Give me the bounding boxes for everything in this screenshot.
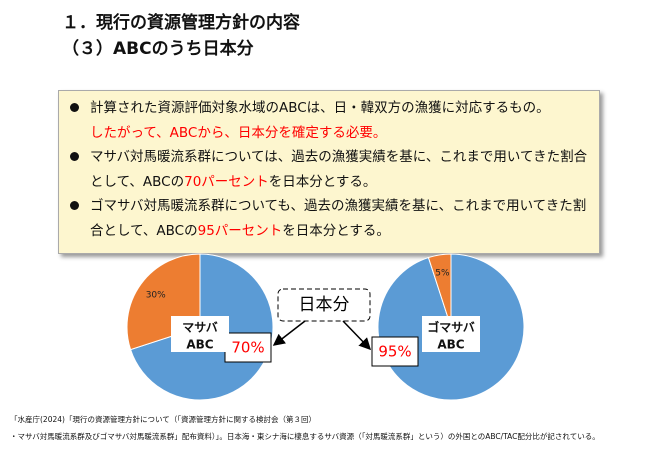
pie-name: ABC [437,338,464,352]
center-box [277,288,371,322]
arrow [272,320,306,346]
bullet: マサバ対馬暖流系群については、過去の漁獲実績を基に、これまで用いてきた割合として… [70,145,590,194]
bullet-list: 計算された資源評価対象水域のABCは、日・韓双方の漁獲に対応するもの。 したがって… [70,96,590,243]
name-box [171,316,229,352]
value-box [371,336,419,367]
value-label: 95% [378,343,411,361]
value-label: 5% [435,268,450,278]
value-label: 30% [146,290,166,300]
arrow [342,320,372,351]
text-box [58,90,600,254]
bullet-text: マサバ対馬暖流系群については、過去の漁獲実績を基に、これまで用いてきた割合として… [90,149,588,190]
bullet: 計算された資源評価対象水域のABCは、日・韓双方の漁獲に対応するもの。 したがって… [70,96,590,145]
bullet-text: 95パーセント [197,222,283,239]
title: １．現行の資源管理方針の内容 [62,13,300,33]
bullet-text: を日本分とする。 [268,173,377,190]
bullet: ゴマサバ対馬暖流系群についても、過去の漁獲実績を基に、これまで用いてきた割合とし… [70,194,590,243]
value-label: 70% [231,339,264,357]
bullet-text: したがって、ABCから、日本分を確定する必要。 [90,124,387,141]
bullet-text: ゴマサバ対馬暖流系群についても、過去の漁獲実績を基に、これまで用いてきた割合とし… [90,198,587,239]
source: ・マサバ対馬暖流系群及びゴマサバ対馬暖流系群」配布資料）」。日本海・東シナ海に棲… [10,432,600,441]
pie-name: マサバ [182,321,218,335]
name-box [422,316,480,352]
source: 「水産庁(2024)「現行の資源管理方針について（「資源管理方針に関する検討会（… [10,415,316,424]
bullet-text: を日本分とする。 [282,222,390,239]
bullet-text: 70パーセント [184,173,269,190]
pie-slice [427,253,452,328]
center-label: 日本分 [299,295,350,315]
bullet-text: 計算された資源評価対象水域のABCは、日・韓双方の漁獲に対応するもの。 [90,100,550,116]
value-box [224,332,272,363]
pie-name: ABC [186,338,213,352]
pie-name: ゴマサバ [427,320,475,335]
subtitle: （３）ABCのうち日本分 [62,39,254,59]
